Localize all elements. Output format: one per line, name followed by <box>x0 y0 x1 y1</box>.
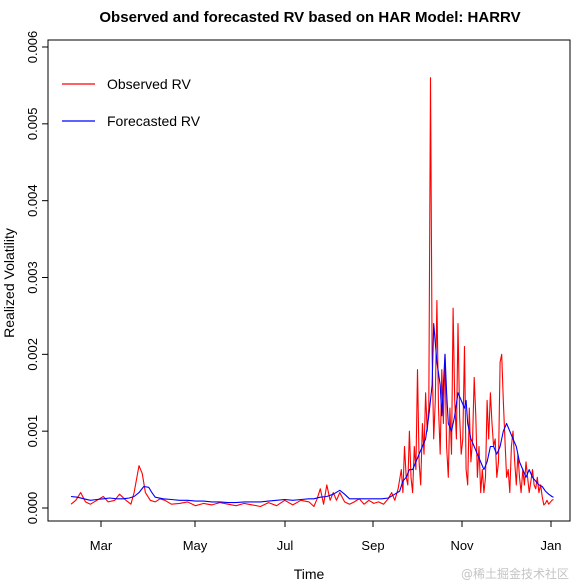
y-tick-label: 0.000 <box>25 492 40 525</box>
x-tick-label: Jul <box>277 538 294 553</box>
x-axis: Mar May Jul Sep Nov Jan <box>90 520 562 553</box>
y-tick-label: 0.002 <box>25 338 40 371</box>
legend-label-forecasted: Forecasted RV <box>107 113 201 129</box>
x-tick-label: Jan <box>541 538 562 553</box>
legend: Observed RV Forecasted RV <box>62 76 201 129</box>
watermark: @稀土掘金技术社区 <box>460 567 569 581</box>
x-tick-label: Nov <box>450 538 474 553</box>
y-axis: 0.000 0.001 0.002 0.003 0.004 0.005 0.006 <box>25 31 49 525</box>
x-tick-label: May <box>183 538 208 553</box>
series-line-observed <box>70 77 554 508</box>
y-tick-label: 0.006 <box>25 31 40 64</box>
series-line-forecasted <box>70 323 554 504</box>
y-tick-label: 0.003 <box>25 261 40 294</box>
y-axis-label: Realized Volatility <box>1 228 17 338</box>
chart-title: Observed and forecasted RV based on HAR … <box>99 9 520 26</box>
x-axis-label: Time <box>294 566 325 582</box>
x-tick-label: Sep <box>361 538 384 553</box>
x-tick-label: Mar <box>90 538 113 553</box>
y-tick-label: 0.005 <box>25 108 40 141</box>
y-tick-label: 0.004 <box>25 184 40 217</box>
series-layer <box>70 77 554 508</box>
legend-label-observed: Observed RV <box>107 76 191 92</box>
y-tick-label: 0.001 <box>25 415 40 448</box>
